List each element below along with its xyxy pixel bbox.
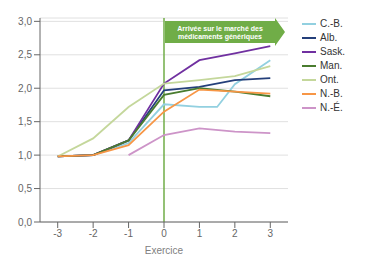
svg-text:3,0: 3,0 (18, 16, 32, 27)
svg-text:0: 0 (161, 228, 167, 239)
svg-text:Exercice: Exercice (145, 245, 184, 254)
svg-text:Arrivée sur le marché desmédic: Arrivée sur le marché desmédicaments gén… (177, 25, 263, 41)
html-text:Sask.: Sask. (320, 46, 345, 57)
svg-text:-3: -3 (53, 228, 62, 239)
html-text:N.-B.: N.-B. (320, 88, 343, 99)
svg-text:0,0: 0,0 (18, 217, 32, 228)
svg-text:3: 3 (268, 228, 274, 239)
html-text:N.-É.: N.-É. (320, 102, 343, 113)
svg-text:0,5: 0,5 (18, 183, 32, 194)
svg-text:-1: -1 (124, 228, 133, 239)
svg-text:2: 2 (232, 228, 238, 239)
svg-text:2,5: 2,5 (18, 49, 32, 60)
html-text:Man.: Man. (320, 60, 343, 71)
html-text:Alb.: Alb. (320, 32, 338, 43)
svg-text:1,5: 1,5 (18, 116, 32, 127)
html-text:Ont.: Ont. (320, 74, 339, 85)
svg-text:2,0: 2,0 (18, 83, 32, 94)
svg-text:1: 1 (197, 228, 203, 239)
svg-text:-2: -2 (89, 228, 98, 239)
html-text:C.-B.: C.-B. (320, 18, 343, 29)
svg-text:1,0: 1,0 (18, 150, 32, 161)
